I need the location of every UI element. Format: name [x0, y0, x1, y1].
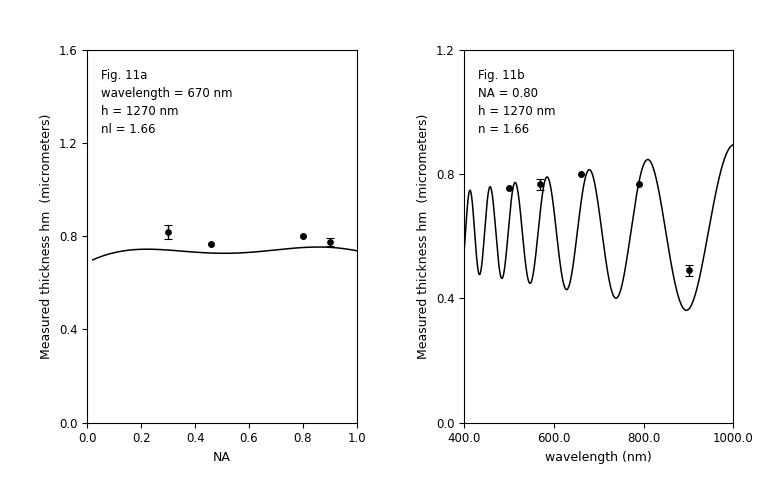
- X-axis label: wavelength (nm): wavelength (nm): [546, 451, 652, 464]
- Y-axis label: Measured thickness hm  (micrometers): Measured thickness hm (micrometers): [417, 114, 430, 359]
- Text: Fig. 11b
NA = 0.80
h = 1270 nm
n = 1.66: Fig. 11b NA = 0.80 h = 1270 nm n = 1.66: [478, 68, 556, 136]
- Y-axis label: Measured thickness hm  (micrometers): Measured thickness hm (micrometers): [40, 114, 53, 359]
- X-axis label: NA: NA: [213, 451, 231, 464]
- Text: Fig. 11a
wavelength = 670 nm
h = 1270 nm
nl = 1.66: Fig. 11a wavelength = 670 nm h = 1270 nm…: [101, 68, 233, 136]
